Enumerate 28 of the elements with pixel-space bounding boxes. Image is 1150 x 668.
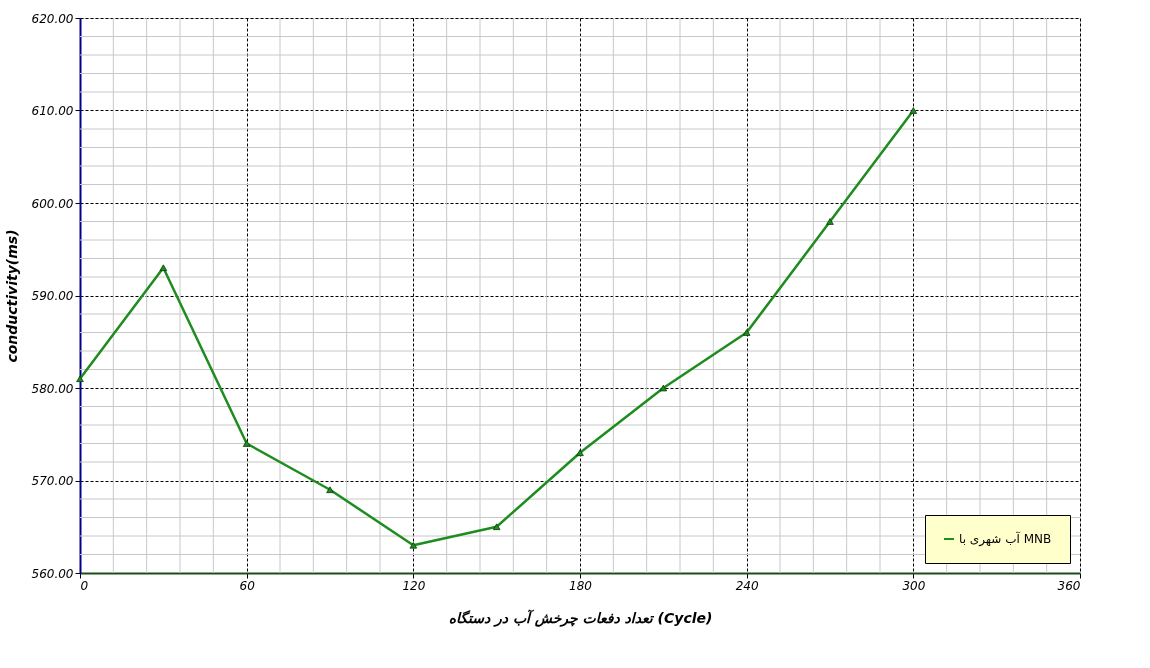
x-tick-label: 60 [239,578,256,593]
y-tick-label: 600.00 [31,196,74,211]
x-tick-label: 300 [902,578,926,593]
x-tick-label: 180 [569,578,593,593]
point [159,264,168,272]
x-tick-label: 0 [80,578,89,593]
x-tick-label: 240 [735,578,759,593]
point [742,329,751,336]
x-tick-label: 120 [402,578,426,593]
x-tick-label: 360 [1057,578,1081,593]
point [576,449,584,457]
x-axis-title: تعداد دفعات چرخش آب در دستگاه (Cycle) [448,608,713,627]
y-tick-label: 590.00 [31,289,74,303]
legend-label: آب شهری با MNB [959,531,1052,547]
y-axis-title: conductivity(ms) [3,229,20,363]
point [826,218,834,225]
y-tick-label: 570.00 [31,474,74,488]
point [76,375,84,383]
point [492,523,501,531]
y-tick-label: 620.00 [31,11,74,26]
point [409,541,418,549]
point [326,486,334,494]
point [242,440,251,447]
point [909,107,918,114]
y-tick-label: 610.00 [31,104,74,118]
point [659,384,668,392]
y-tick-label: 560.00 [31,566,74,581]
y-tick-label: 580.00 [31,381,74,396]
